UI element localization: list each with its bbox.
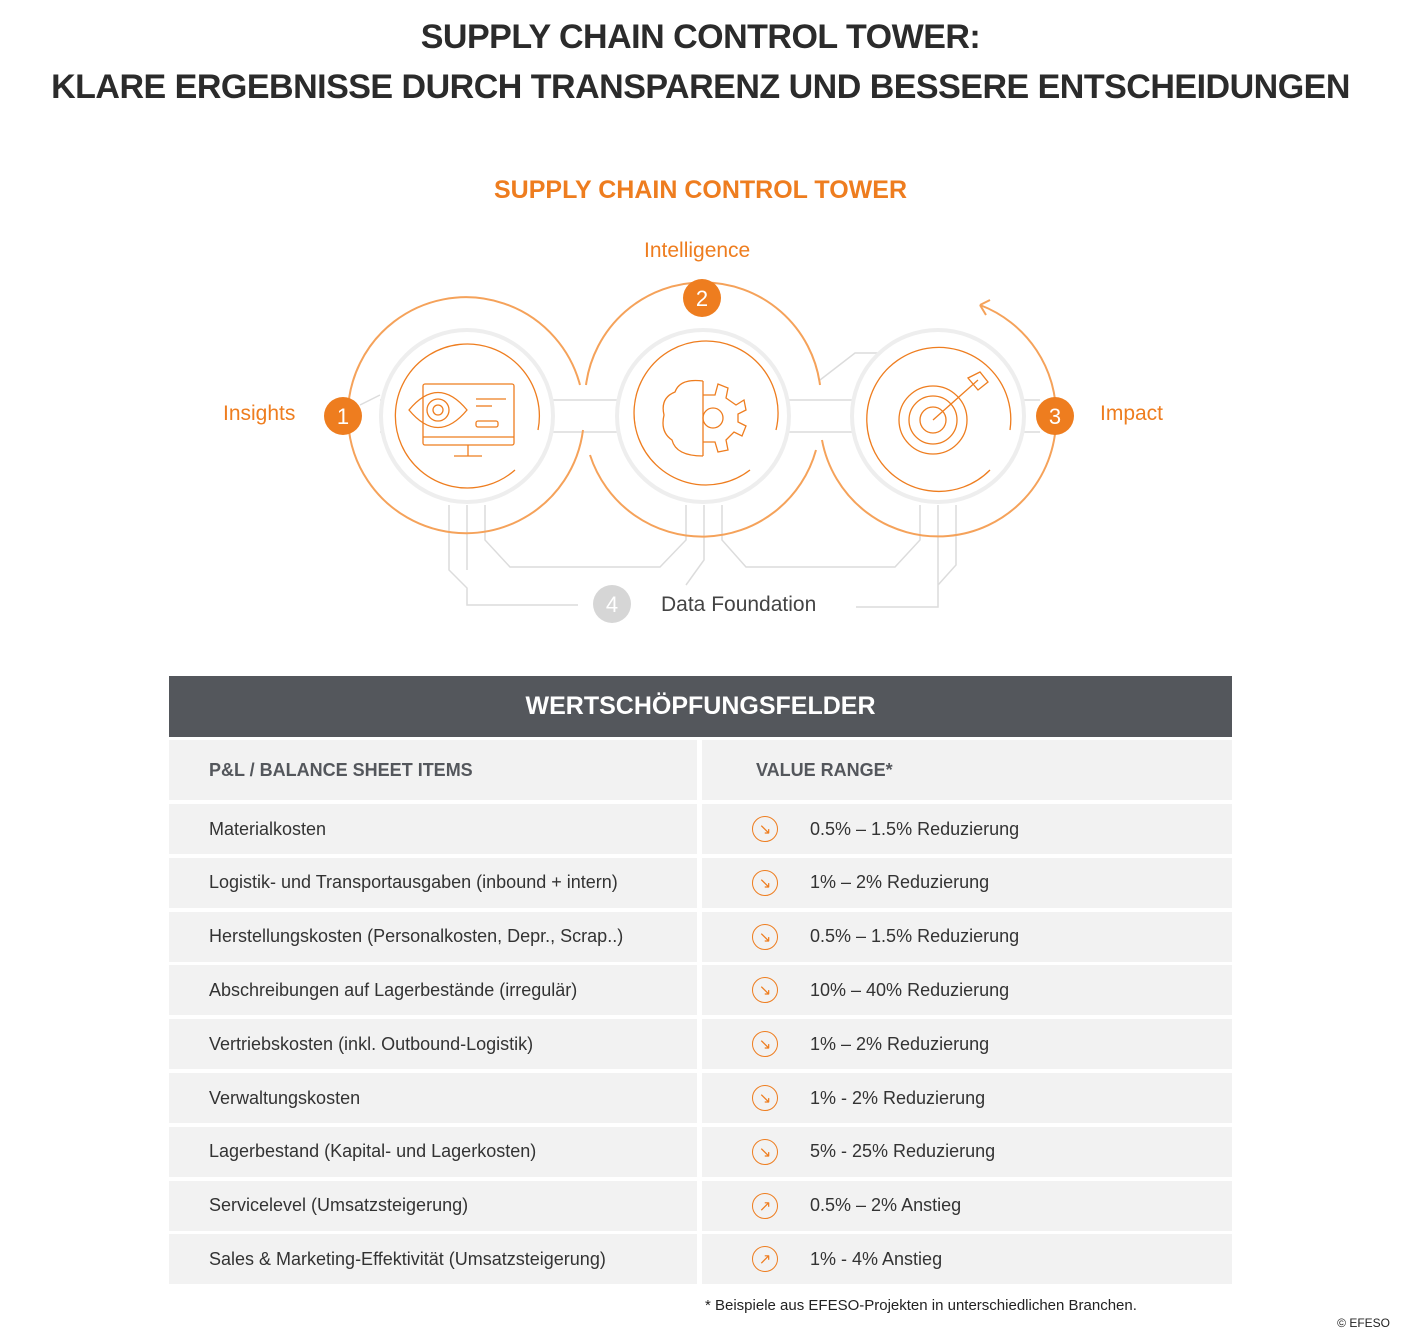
table-row-value: ↘ 1% – 2% Reduzierung — [702, 857, 1232, 908]
value-range-text: 1% - 2% Reduzierung — [810, 1087, 986, 1108]
arrow-down-right-icon: ↘ — [752, 1085, 778, 1111]
footnote: * Beispiele aus EFESO-Projekten in unter… — [705, 1297, 1137, 1314]
label-intelligence: Intelligence — [644, 239, 751, 262]
value-range-text: 1% – 2% Reduzierung — [810, 1033, 990, 1054]
column-header-items: P&L / BALANCE SHEET ITEMS — [169, 740, 697, 800]
value-range-text: 1% - 4% Anstieg — [810, 1248, 943, 1269]
table-row-item: Vertriebskosten (inkl. Outbound-Logistik… — [169, 1019, 697, 1070]
label-insights: Insights — [223, 402, 296, 425]
badge-3: 3 — [1049, 404, 1061, 429]
arrow-down-right-icon: ↘ — [752, 1031, 778, 1058]
value-range-text: 0.5% – 1.5% Reduzierung — [810, 926, 1020, 947]
table-title: WERTSCHÖPFUNGSFELDER — [169, 676, 1232, 737]
table-row-value: ↗ 1% - 4% Anstieg — [702, 1234, 1232, 1285]
badge-2: 2 — [696, 286, 708, 311]
table-row-value: ↘ 5% - 25% Reduzierung — [702, 1126, 1232, 1177]
table-row-value: ↘ 0.5% – 1.5% Reduzierung — [702, 804, 1232, 854]
arrow-down-right-icon: ↘ — [752, 977, 778, 1004]
brain-gear-icon — [662, 379, 747, 457]
badge-4: 4 — [606, 592, 618, 617]
arrow-down-right-icon: ↘ — [752, 816, 778, 842]
table-row-item: Servicelevel (Umsatzsteigerung) — [169, 1180, 697, 1231]
diagram-title: SUPPLY CHAIN CONTROL TOWER — [493, 176, 907, 204]
arrow-down-right-icon: ↘ — [752, 869, 778, 896]
table-row-item: Sales & Marketing-Effektivität (Umsatzst… — [169, 1234, 697, 1285]
table-row-item: Abschreibungen auf Lagerbestände (irregu… — [169, 965, 697, 1016]
value-range-text: 5% - 25% Reduzierung — [810, 1141, 996, 1162]
table-row-item: Materialkosten — [169, 804, 697, 854]
table-row-value: ↘ 0.5% – 1.5% Reduzierung — [702, 911, 1232, 962]
target-arrow-icon — [898, 371, 989, 455]
label-impact: Impact — [1100, 402, 1164, 425]
badge-1: 1 — [337, 404, 349, 429]
table-row-value: ↘ 1% – 2% Reduzierung — [702, 1019, 1232, 1070]
table-row-item: Herstellungskosten (Personalkosten, Depr… — [169, 911, 697, 962]
step-badges: 1 2 3 4 — [324, 279, 1074, 623]
table-row-item: Logistik- und Transportausgaben (inbound… — [169, 857, 697, 908]
label-data-foundation: Data Foundation — [661, 593, 817, 616]
arrow-up-right-icon: ↗ — [752, 1192, 778, 1219]
column-header-value-range: VALUE RANGE* — [702, 740, 1232, 800]
value-range-text: 10% – 40% Reduzierung — [810, 979, 1010, 1000]
arrow-up-right-icon: ↗ — [752, 1246, 778, 1273]
arrow-down-right-icon: ↘ — [752, 923, 778, 950]
table-row-value: ↘ 1% - 2% Reduzierung — [702, 1073, 1232, 1123]
table-row-item: Verwaltungskosten — [169, 1073, 697, 1123]
title-line-1: SUPPLY CHAIN CONTROL TOWER: — [420, 18, 981, 56]
title-line-2: KLARE ERGEBNISSE DURCH TRANSPARENZ UND B… — [51, 68, 1350, 106]
table-row-value: ↘ 10% – 40% Reduzierung — [702, 965, 1232, 1016]
value-range-text: 0.5% – 1.5% Reduzierung — [810, 818, 1020, 839]
table-row-item: Lagerbestand (Kapital- und Lagerkosten) — [169, 1126, 697, 1177]
inner-rings — [394, 340, 1012, 493]
value-range-text: 1% – 2% Reduzierung — [810, 872, 990, 893]
control-tower-diagram: 1 2 3 4 — [324, 279, 1074, 623]
eye-monitor-icon — [408, 383, 515, 457]
table-row-value: ↗ 0.5% – 2% Anstieg — [702, 1180, 1232, 1231]
copyright: © EFESO — [1337, 1316, 1390, 1330]
value-range-text: 0.5% – 2% Anstieg — [810, 1195, 962, 1216]
arrow-down-right-icon: ↘ — [752, 1138, 778, 1165]
